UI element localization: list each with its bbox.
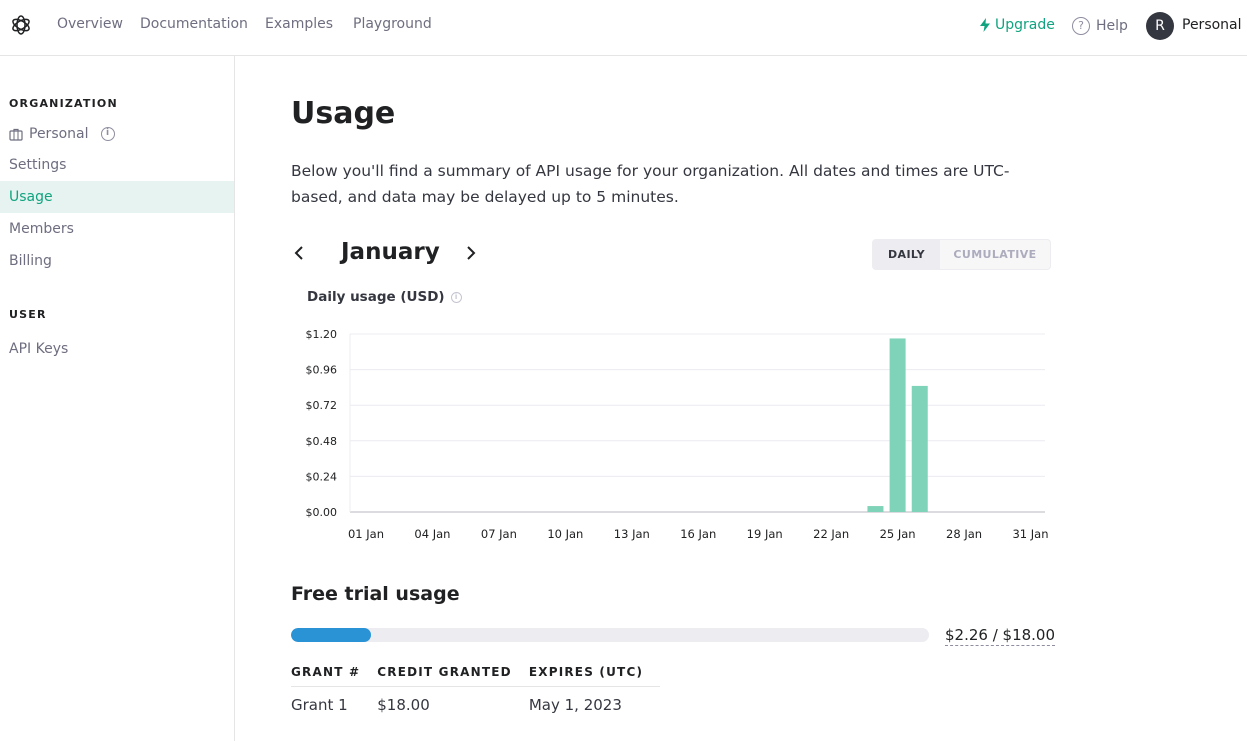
grants-header-row: GRANT # CREDIT GRANTED EXPIRES (UTC) <box>291 662 661 687</box>
x-tick-label: 25 Jan <box>880 527 916 541</box>
x-tick-label: 13 Jan <box>614 527 650 541</box>
credit-granted-header: CREDIT GRANTED <box>377 662 529 687</box>
page-title: Usage <box>291 96 396 131</box>
x-tick-label: 28 Jan <box>946 527 982 541</box>
page-description: Below you'll find a summary of API usage… <box>291 162 1010 206</box>
y-tick-label: $0.48 <box>306 435 338 448</box>
view-toggle: DAILY CUMULATIVE <box>872 239 1051 270</box>
credit-granted-cell: $18.00 <box>377 696 430 714</box>
top-nav: Overview Documentation Examples Playgrou… <box>0 0 1247 56</box>
x-tick-label: 10 Jan <box>547 527 583 541</box>
expires-cell: May 1, 2023 <box>528 696 622 714</box>
upgrade-label: Upgrade <box>995 17 1055 33</box>
chevron-right-icon <box>467 246 476 260</box>
sidebar-item-billing[interactable]: Billing <box>9 253 52 269</box>
org-name-label: Personal <box>29 126 89 142</box>
help-icon: ? <box>1072 17 1090 35</box>
nav-playground-link[interactable]: Playground <box>353 16 432 32</box>
chevron-left-icon <box>294 246 303 260</box>
next-month-button[interactable] <box>466 242 476 266</box>
x-tick-label: 19 Jan <box>747 527 783 541</box>
sidebar-org-name[interactable]: Personal i <box>9 126 115 142</box>
sidebar-heading-user: USER <box>9 308 47 321</box>
table-row: Grant 1 $18.00 May 1, 2023 <box>291 687 660 714</box>
grants-table: GRANT # CREDIT GRANTED EXPIRES (UTC) Gra… <box>291 662 661 714</box>
x-tick-label: 22 Jan <box>813 527 849 541</box>
daily-usage-chart: $0.00 $0.24 $0.48 $0.72 $0.96 $1.20 01 Jan 04 J… <box>306 328 1049 541</box>
briefcase-icon <box>9 128 23 141</box>
x-tick-label: 31 Jan <box>1012 527 1048 541</box>
nav-examples-link[interactable]: Examples <box>265 16 334 32</box>
info-icon[interactable]: i <box>100 127 115 141</box>
y-tick-label: $0.00 <box>306 506 338 519</box>
free-trial-amount[interactable]: $2.26 / $18.00 <box>945 626 1056 646</box>
usage-bar <box>867 506 884 512</box>
free-trial-title: Free trial usage <box>291 583 460 605</box>
nav-documentation-link[interactable]: Documentation <box>140 16 248 32</box>
avatar[interactable]: R <box>1146 12 1174 40</box>
expires-header: EXPIRES (UTC) <box>528 662 661 687</box>
sidebar-item-api-keys[interactable]: API Keys <box>9 341 69 357</box>
chart-title: Daily usage (USD) i <box>307 289 462 305</box>
lightning-icon <box>980 18 990 32</box>
account-menu-button[interactable]: Personal <box>1182 17 1242 33</box>
sidebar-item-usage[interactable]: Usage <box>0 181 234 213</box>
free-trial-progress-fill <box>291 628 372 642</box>
sidebar-item-settings[interactable]: Settings <box>9 157 67 173</box>
grant-number-header: GRANT # <box>291 662 378 687</box>
sidebar-heading-organization: ORGANIZATION <box>9 97 118 110</box>
free-trial-progress-track <box>291 628 929 642</box>
x-tick-label: 04 Jan <box>414 527 450 541</box>
y-tick-label: $1.20 <box>306 328 338 341</box>
chart-info-icon[interactable]: i <box>450 291 462 303</box>
usage-bar <box>889 338 906 512</box>
grant-number-cell: Grant 1 <box>291 696 348 714</box>
usage-bar <box>911 385 928 512</box>
help-label: Help <box>1096 18 1128 34</box>
upgrade-button[interactable]: Upgrade <box>979 17 1055 33</box>
y-tick-label: $0.72 <box>306 399 338 412</box>
previous-month-button[interactable] <box>294 242 304 266</box>
chart-title-label: Daily usage (USD) <box>307 289 445 305</box>
sidebar-item-members[interactable]: Members <box>9 221 74 237</box>
openai-logo-icon[interactable] <box>9 13 33 37</box>
y-tick-label: $0.96 <box>306 364 338 377</box>
x-tick-label: 01 Jan <box>348 527 384 541</box>
x-tick-label: 16 Jan <box>680 527 716 541</box>
nav-overview-link[interactable]: Overview <box>57 16 123 32</box>
month-label: January <box>341 239 440 265</box>
cumulative-toggle-button[interactable]: CUMULATIVE <box>953 248 1037 261</box>
help-button[interactable]: ? Help <box>1072 17 1128 35</box>
x-tick-label: 07 Jan <box>481 527 517 541</box>
daily-toggle-button[interactable]: DAILY <box>873 240 940 269</box>
sidebar: ORGANIZATION Personal i Settings Usage M… <box>0 56 235 741</box>
y-tick-label: $0.24 <box>306 470 338 483</box>
